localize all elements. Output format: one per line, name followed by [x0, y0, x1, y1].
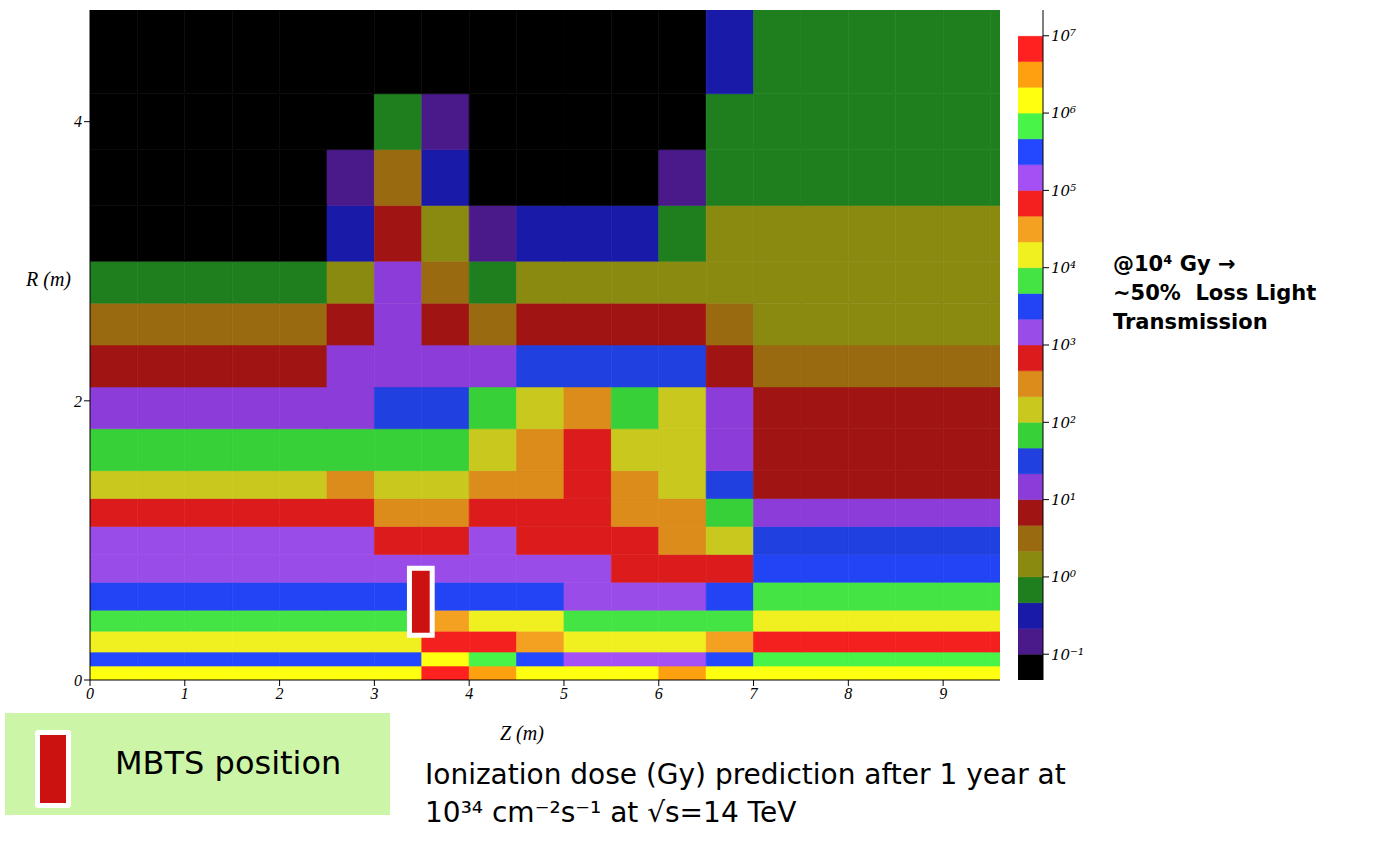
svg-text:1: 1	[181, 685, 189, 702]
svg-text:10²: 10²	[1051, 414, 1076, 432]
svg-text:0: 0	[74, 672, 82, 689]
html-text:~50% Loss Light: ~50% Loss Light	[1113, 281, 1317, 305]
svg-text:4: 4	[465, 685, 473, 702]
svg-text:0: 0	[86, 685, 94, 702]
svg-text:10⁴: 10⁴	[1051, 259, 1076, 277]
html-text:Z (m): Z (m)	[500, 722, 544, 744]
html-text:Transmission: Transmission	[1113, 310, 1268, 334]
svg-text:2: 2	[74, 393, 82, 410]
svg-text:3: 3	[369, 685, 378, 702]
svg-text:7: 7	[750, 685, 759, 702]
svg-text:10³: 10³	[1051, 336, 1076, 354]
svg-text:10¹: 10¹	[1051, 491, 1076, 509]
svg-text:9: 9	[939, 685, 947, 702]
svg-text:4: 4	[74, 113, 82, 130]
svg-text:10⁰: 10⁰	[1051, 568, 1076, 586]
svg-text:10⁻¹: 10⁻¹	[1051, 646, 1084, 664]
svg-text:2: 2	[276, 685, 284, 702]
html-text:R (m): R (m)	[26, 268, 71, 290]
svg-text:10⁶: 10⁶	[1051, 104, 1076, 122]
svg-text:10⁵: 10⁵	[1051, 182, 1076, 200]
html-text:Ionization dose (Gy) predictio: Ionization dose (Gy) prediction after 1 …	[425, 758, 1066, 791]
svg-text:5: 5	[560, 685, 568, 702]
svg-text:6: 6	[655, 685, 663, 702]
html-text:10³⁴ cm⁻²s⁻¹ at √s=14 TeV: 10³⁴ cm⁻²s⁻¹ at √s=14 TeV	[425, 796, 797, 829]
svg-text:10⁷: 10⁷	[1051, 27, 1076, 45]
html-text:@10⁴ Gy →: @10⁴ Gy →	[1113, 252, 1236, 276]
html-text:MBTS position: MBTS position	[115, 744, 342, 782]
svg-text:8: 8	[844, 685, 852, 702]
